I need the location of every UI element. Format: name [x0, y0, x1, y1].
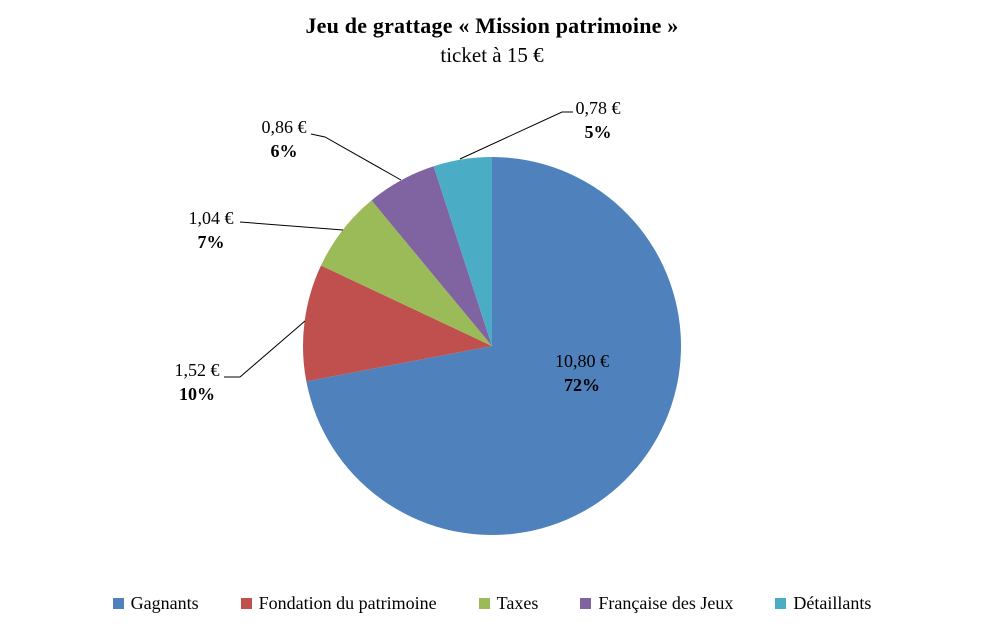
- legend-swatch-taxes: [478, 598, 490, 609]
- data-label-value: 1,52 €: [174, 360, 220, 380]
- data-label-percent: 72%: [564, 375, 600, 395]
- data-label-percent: 7%: [197, 232, 225, 252]
- legend-item-taxes[interactable]: Taxes: [478, 593, 539, 614]
- legend-swatch-fondation-du-patrimoine: [240, 598, 252, 609]
- data-label-value: 0,78 €: [575, 98, 621, 118]
- leader-line-detaillants: [459, 111, 573, 160]
- data-label-percent: 6%: [270, 141, 298, 161]
- legend-swatch-gagnants: [112, 598, 124, 609]
- legend-label: Française des Jeux: [598, 593, 734, 613]
- legend-swatch-francaise-des-jeux: [580, 598, 592, 609]
- legend-label: Détaillants: [793, 593, 872, 613]
- pie-slice-fondation-du-patrimoine[interactable]: [303, 265, 492, 382]
- legend-item-detaillants[interactable]: Détaillants: [775, 593, 871, 614]
- leader-line-fondation-du-patrimoine: [224, 320, 306, 378]
- legend-label: Gagnants: [130, 593, 199, 613]
- legend-label: Taxes: [496, 593, 539, 613]
- leader-line-taxes: [239, 221, 344, 231]
- data-label-percent: 5%: [584, 122, 612, 142]
- pie-slice-francaise-des-jeux[interactable]: [371, 166, 492, 346]
- legend-item-gagnants[interactable]: Gagnants: [112, 593, 199, 614]
- data-label-value: 0,86 €: [261, 117, 307, 137]
- leader-line-francaise-des-jeux: [310, 133, 402, 181]
- data-label-detaillants: 0,78 € 5%: [576, 96, 621, 144]
- chart-subtitle: ticket à 15 €: [440, 43, 544, 67]
- data-label-value: 10,80 €: [555, 351, 609, 371]
- chart-title: Jeu de grattage « Mission patrimoine »: [305, 13, 679, 38]
- legend-label: Fondation du patrimoine: [258, 593, 437, 613]
- pie-slice-detaillants[interactable]: [433, 157, 492, 346]
- legend-swatch-detaillants: [775, 598, 787, 609]
- data-label-taxes: 1,04 € 7%: [189, 206, 234, 254]
- pie-slice-gagnants[interactable]: [306, 157, 682, 535]
- data-label-percent: 10%: [179, 384, 215, 404]
- data-label-francaise-des-jeux: 0,86 € 6%: [262, 115, 307, 163]
- legend-item-fondation-du-patrimoine[interactable]: Fondation du patrimoine: [240, 593, 437, 614]
- legend: Gagnants Fondation du patrimoine Taxes Fran…: [0, 593, 984, 614]
- data-label-gagnants: 10,80 € 72%: [555, 349, 609, 397]
- legend-item-francaise-des-jeux[interactable]: Française des Jeux: [580, 593, 733, 614]
- data-label-fondation-du-patrimoine: 1,52 € 10%: [175, 358, 220, 406]
- data-label-value: 1,04 €: [188, 208, 234, 228]
- pie-slice-taxes[interactable]: [320, 200, 492, 346]
